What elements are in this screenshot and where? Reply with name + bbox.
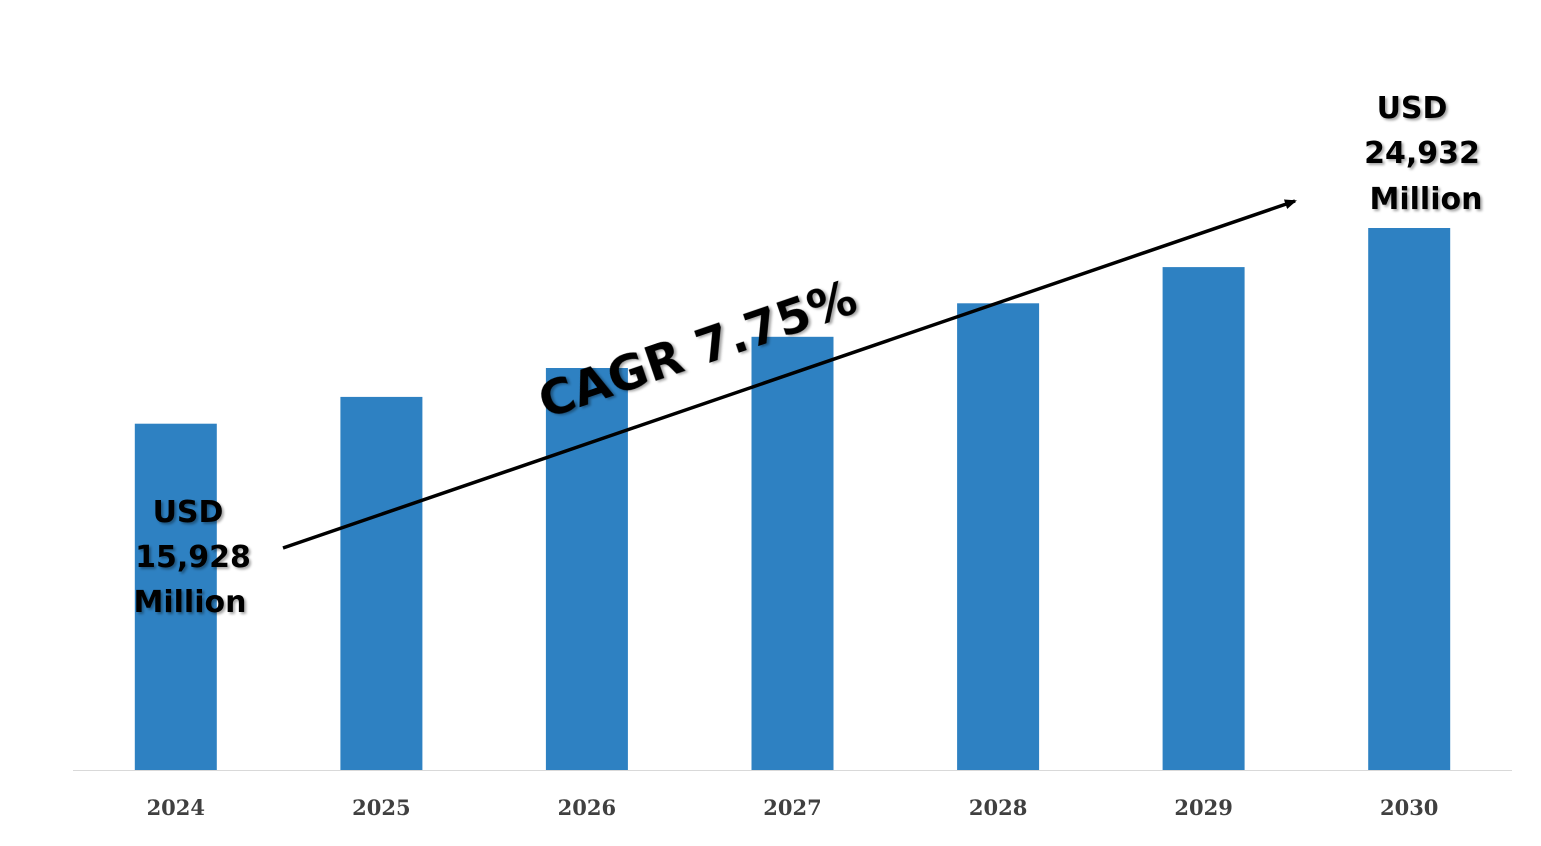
x-tick-label-2028: 2028: [969, 795, 1027, 820]
bar-2027: [751, 336, 834, 770]
bar-2030: [1368, 228, 1451, 770]
start-value-line-3: Million: [134, 585, 247, 620]
bar-2025: [340, 396, 423, 770]
x-tick-label-2024: 2024: [147, 795, 205, 820]
bar-2026: [545, 368, 628, 770]
bar-2024: [134, 423, 217, 770]
end-value-label: USD 24,932 Million: [1364, 91, 1482, 217]
x-tick-label-2030: 2030: [1380, 795, 1438, 820]
x-tick-label-2027: 2027: [763, 795, 821, 820]
end-value-line-2: 24,932: [1364, 136, 1480, 171]
bar-2029: [1162, 267, 1245, 770]
x-tick-label-2026: 2026: [558, 795, 616, 820]
x-tick-label-2029: 2029: [1174, 795, 1232, 820]
x-axis-ticks: 2024 2025 2026 2027 2028 2029 2030: [147, 795, 1439, 820]
x-tick-label-2025: 2025: [352, 795, 410, 820]
start-value-line-2: 15,928: [135, 540, 251, 575]
bar-2028: [957, 303, 1040, 770]
cagr-trend-arrow: [282, 199, 1297, 550]
bar-series: [134, 228, 1451, 770]
start-value-line-1: USD: [153, 495, 224, 530]
end-value-line-3: Million: [1370, 182, 1483, 217]
end-value-line-1: USD: [1377, 91, 1448, 126]
start-value-label: USD 15,928 Million: [134, 495, 251, 620]
